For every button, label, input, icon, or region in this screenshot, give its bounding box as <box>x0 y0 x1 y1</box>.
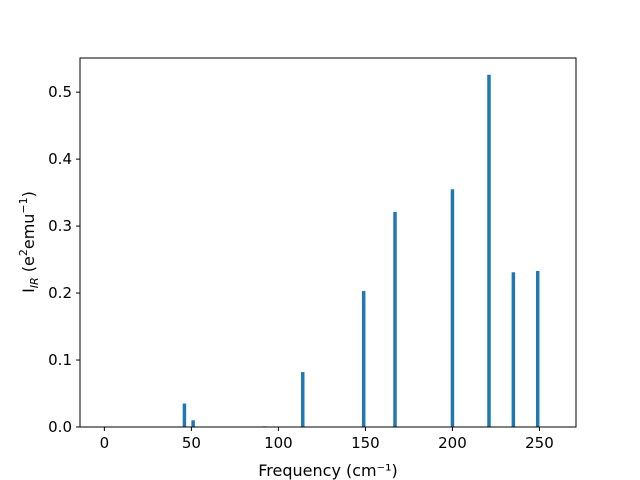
y-tick-label: 0.2 <box>48 284 72 302</box>
bars-layer <box>182 74 540 428</box>
x-tick-label: 50 <box>182 434 201 452</box>
x-tick-label: 0 <box>100 434 110 452</box>
y-axis-ticks: 0.0 0.1 0.2 0.3 0.4 0.5 <box>48 83 80 436</box>
x-tick-label: 150 <box>351 434 380 452</box>
bar-51 <box>191 420 195 427</box>
y-label-base: I <box>19 288 38 293</box>
x-tick-label: 200 <box>438 434 467 452</box>
y-label-unit-mid: emu <box>19 214 38 250</box>
y-label-unit-superscript-2: −1 <box>17 197 30 213</box>
y-tick-label: 0.5 <box>48 83 72 101</box>
bar-221 <box>487 74 491 428</box>
x-axis-label: Frequency (cm⁻¹) <box>258 461 397 480</box>
y-label-unit-close: ) <box>19 191 38 197</box>
y-tick-label: 0.0 <box>48 418 72 436</box>
x-axis-ticks: 0 50 100 150 200 250 <box>100 427 554 452</box>
bar-167 <box>393 212 397 427</box>
bar-114 <box>301 372 305 427</box>
y-tick-label: 0.4 <box>48 150 72 168</box>
axes-frame <box>79 57 577 428</box>
bar-149 <box>361 291 366 427</box>
y-tick-label: 0.3 <box>48 217 72 235</box>
y-label-subscript: IR <box>28 277 41 288</box>
y-tick-label: 0.1 <box>48 351 72 369</box>
bar-46 <box>182 403 187 427</box>
x-tick-label: 250 <box>525 434 554 452</box>
y-label-unit-open: (e <box>19 256 38 277</box>
y-axis-label: IIR (e2emu−1) <box>17 191 41 293</box>
bar-200 <box>450 189 455 427</box>
bar-235 <box>511 272 516 427</box>
x-tick-label: 100 <box>264 434 293 452</box>
bar-249 <box>535 270 540 427</box>
y-label-unit-superscript: 2 <box>17 249 30 256</box>
